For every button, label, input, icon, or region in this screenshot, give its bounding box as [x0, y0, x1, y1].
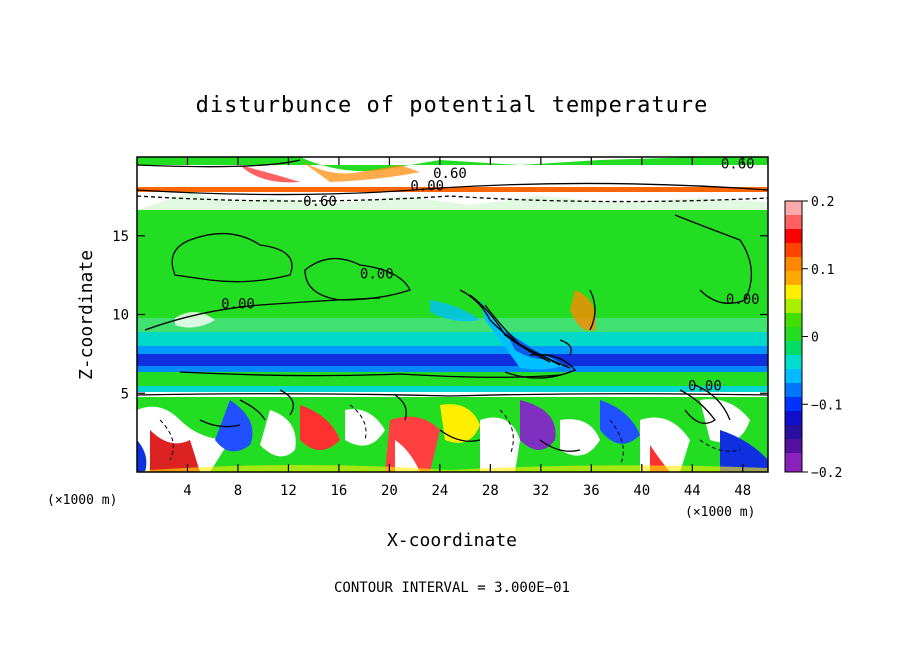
x-tick-label: 4: [183, 483, 191, 499]
x-tick-label: 20: [381, 483, 398, 499]
contour-label: 0.60: [721, 156, 755, 172]
x-tick-label: 8: [234, 483, 242, 499]
contour-labels: 0.600.600.000.600.000.00 0.000.00: [221, 156, 760, 394]
y-axis-ticks: 5 10 15: [112, 229, 768, 402]
x-unit-left: (×1000 m): [47, 493, 117, 508]
contour-label: 0.00: [221, 296, 255, 312]
colorbar-tick-label: 0.2: [811, 195, 834, 210]
x-tick-label: 48: [734, 483, 751, 499]
x-tick-label: 44: [684, 483, 701, 499]
contour-label: 0.00: [688, 378, 722, 394]
y-tick-label: 15: [112, 229, 129, 245]
x-unit-right: (×1000 m): [685, 505, 755, 520]
x-tick-label: 28: [482, 483, 499, 499]
x-tick-label: 16: [330, 483, 347, 499]
colorbar-tick-label: 0: [811, 331, 819, 346]
x-tick-label: 12: [280, 483, 297, 499]
contour-label: 0.00: [360, 267, 394, 283]
contour-interval-note: CONTOUR INTERVAL = 3.000E−01: [334, 580, 570, 596]
x-tick-label: 24: [431, 483, 448, 499]
colorbar-tick-label: −0.1: [811, 398, 842, 413]
contour-label: 0.00: [726, 292, 760, 308]
y-tick-label: 10: [112, 308, 129, 324]
colorbar-tick-label: 0.1: [811, 263, 834, 278]
x-axis-ticks: 4 8 12 16 20 24 28 32 36 40 44 48: [183, 157, 751, 499]
y-tick-label: 5: [121, 386, 129, 402]
x-tick-label: 40: [633, 483, 650, 499]
contour-label: 0.60: [303, 194, 337, 210]
y-axis-label: Z-coordinate: [76, 250, 97, 380]
colorbar-tick-label: −0.2: [811, 466, 842, 481]
potential-temperature-field: [137, 157, 768, 472]
chart-title: disturbunce of potential temperature: [196, 93, 709, 118]
colorbar: 0.2 0.1 0 −0.1 −0.2: [784, 195, 842, 481]
contour-label: 0.60: [433, 166, 467, 182]
contour-label: 0.00: [410, 178, 444, 194]
x-tick-label: 36: [583, 483, 600, 499]
x-tick-label: 32: [532, 483, 549, 499]
x-axis-label: X-coordinate: [387, 530, 517, 551]
